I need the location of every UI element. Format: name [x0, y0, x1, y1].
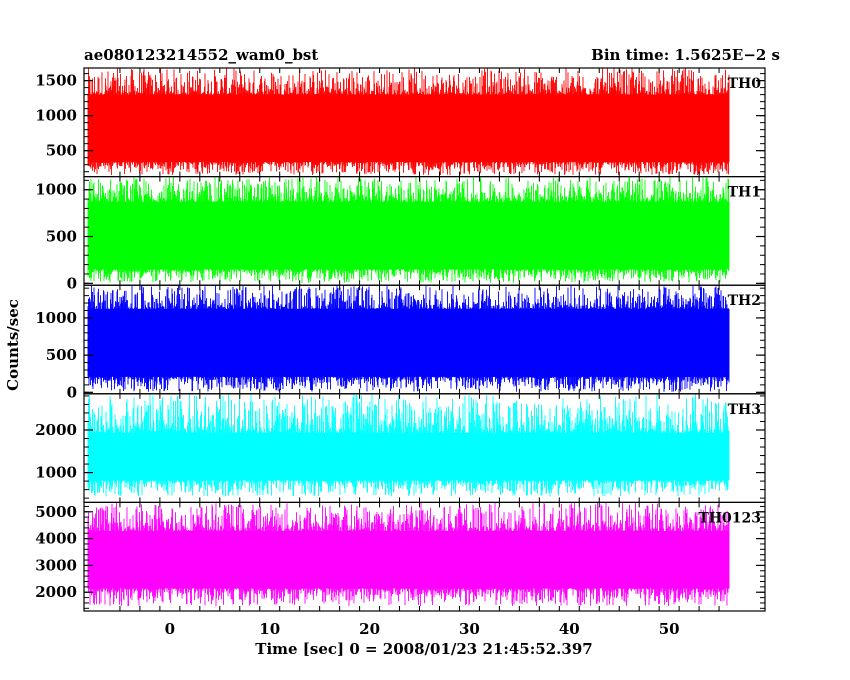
- series-core-th2: [87, 309, 730, 377]
- x-tick-label: 0: [165, 620, 175, 638]
- series-core-th3: [87, 432, 730, 481]
- panel-label-th0123: TH0123: [698, 510, 761, 526]
- y-tick-label: 1000: [35, 464, 77, 482]
- x-axis: 0 10 20 30 40 50: [165, 620, 680, 638]
- chart-title: ae080123214552_wam0_bst: [84, 46, 318, 64]
- y-tick-label: 500: [46, 142, 77, 160]
- y-tick-label: 1000: [35, 309, 77, 327]
- panel-th1: 0 500 1000 TH1: [35, 176, 766, 292]
- x-tick-label: 10: [259, 620, 280, 638]
- x-tick-label: 40: [559, 620, 580, 638]
- series-core-th0: [87, 94, 730, 162]
- y-tick-label: 500: [46, 346, 77, 364]
- y-tick-label: 0: [67, 383, 77, 401]
- y-tick-label: 2000: [35, 421, 77, 439]
- panel-th3: 1000 2000 TH3: [35, 393, 766, 503]
- panel-label-th2: TH2: [728, 293, 761, 309]
- y-tick-label: 0: [67, 274, 77, 292]
- y-tick-label: 2000: [35, 583, 77, 601]
- series-core-th1: [87, 201, 730, 270]
- panel-label-th1: TH1: [728, 185, 761, 201]
- y-tick-label: 500: [46, 228, 77, 246]
- x-tick-label: 50: [659, 620, 680, 638]
- x-axis-label: Time [sec] 0 = 2008/01/23 21:45:52.397: [255, 640, 592, 658]
- bin-time-label: Bin time: 1.5625E−2 s: [591, 46, 780, 64]
- panel-label-th0: TH0: [728, 76, 762, 92]
- panel-th2: 0 500 1000 TH2: [35, 284, 766, 401]
- panel-frame: [83, 501, 766, 612]
- y-tick-label: 3000: [35, 556, 77, 574]
- series-core-th0123: [87, 531, 730, 589]
- y-tick-label: 4000: [35, 530, 77, 548]
- panel-th0123: 2000 3000 4000 5000 TH0123: [35, 501, 766, 612]
- y-tick-label: 5000: [35, 503, 77, 521]
- y-tick-label: 1000: [35, 107, 77, 125]
- panel-th0: 500 1000 1500 TH0: [35, 67, 766, 178]
- panel-label-th3: TH3: [728, 402, 761, 418]
- panels: 500 1000 1500 TH0 0 500 1000 TH1 0 500 1000 TH2 1000…: [35, 67, 766, 612]
- y-tick-label: 1500: [35, 72, 77, 90]
- x-tick-label: 20: [359, 620, 380, 638]
- y-axis-label: Counts/sec: [4, 299, 22, 391]
- x-tick-label: 30: [459, 620, 480, 638]
- y-tick-label: 1000: [35, 181, 77, 199]
